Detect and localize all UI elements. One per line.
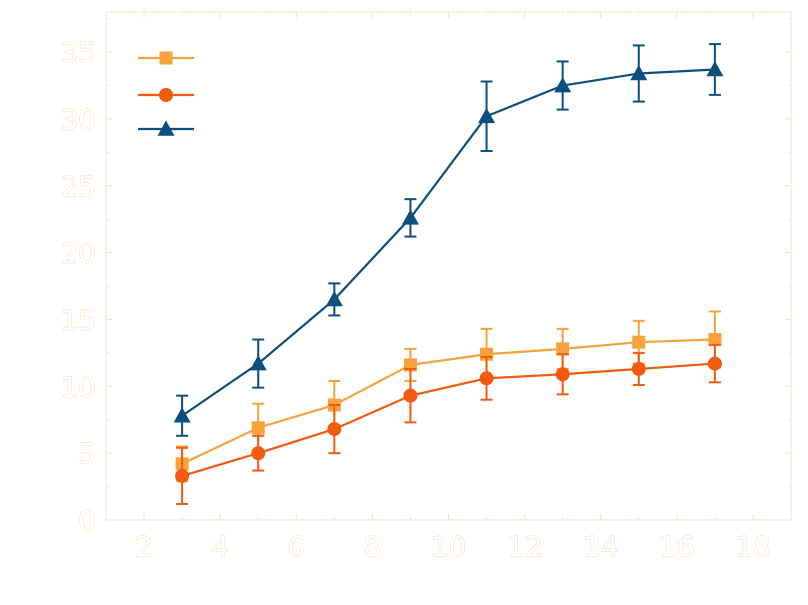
x-tick-label: 6	[287, 530, 305, 563]
data-point-circle	[707, 356, 722, 371]
data-point-circle	[251, 446, 266, 461]
x-axis: 2 4 6 8 10 12 14 16 18	[135, 12, 771, 564]
data-point-triangle	[173, 407, 191, 423]
data-point-square	[556, 342, 570, 356]
x-tick-label: 12	[507, 530, 543, 563]
series-line	[181, 68, 715, 417]
y-tick-label: 10	[60, 370, 96, 403]
data-point-square	[251, 421, 265, 435]
series-line	[181, 338, 715, 465]
data-point-triangle	[554, 77, 572, 93]
data-point-circle	[631, 361, 646, 376]
y-tick-label: 20	[60, 237, 96, 270]
y-tick-label: 35	[60, 36, 96, 69]
data-point-circle	[175, 468, 190, 483]
data-point-square	[708, 333, 722, 347]
series-line	[181, 362, 715, 477]
y-tick-label: 0	[78, 504, 96, 537]
data-point-triangle	[325, 290, 343, 307]
legend-marker-triangle	[157, 120, 175, 136]
x-tick-label: 16	[659, 530, 695, 563]
data-point-triangle	[249, 355, 267, 371]
y-tick-label: 5	[78, 437, 96, 470]
series-circle	[175, 343, 722, 505]
x-tick-label: 2	[135, 530, 153, 563]
plot-frame	[105, 11, 792, 521]
series-layer	[173, 43, 724, 505]
x-tick-label: 14	[583, 530, 619, 563]
series-triangle	[173, 43, 724, 437]
data-point-triangle	[630, 64, 648, 81]
data-point-square	[632, 335, 646, 349]
y-tick-label: 30	[60, 103, 96, 136]
y-axis: 0 5 10 15 20 25 30 35	[60, 18, 791, 538]
x-tick-label: 4	[211, 530, 229, 563]
y-tick-label: 15	[60, 303, 96, 336]
legend-marker-circle	[159, 88, 173, 102]
data-point-circle	[327, 422, 342, 437]
data-point-circle	[479, 371, 494, 386]
data-point-triangle	[478, 107, 496, 124]
data-point-circle	[555, 367, 570, 382]
data-point-triangle	[401, 209, 419, 225]
y-tick-label: 25	[60, 170, 96, 203]
x-tick-label: 18	[735, 530, 771, 563]
x-tick-label: 10	[431, 530, 467, 563]
x-tick-label: 8	[363, 530, 381, 563]
legend	[138, 51, 194, 136]
data-point-circle	[403, 388, 418, 403]
legend-marker-square	[159, 51, 173, 65]
data-point-triangle	[706, 60, 724, 77]
